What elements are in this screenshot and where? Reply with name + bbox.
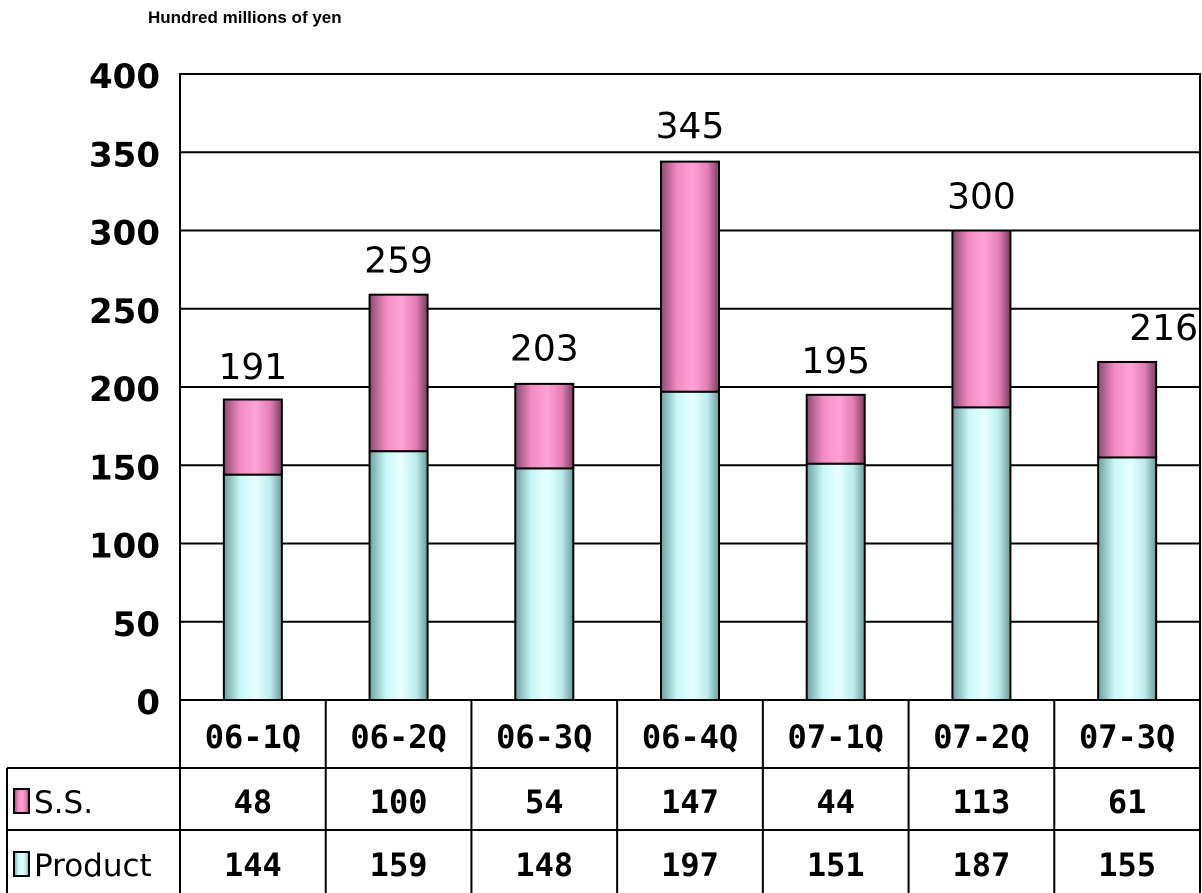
legend-swatch <box>13 851 30 877</box>
table-value: 197 <box>661 846 719 884</box>
total-label: 195 <box>801 341 870 382</box>
table-value: 100 <box>370 783 428 821</box>
bar-product <box>951 406 1012 701</box>
table-value: 148 <box>515 846 573 884</box>
y-tick-label: 350 <box>89 135 160 175</box>
bar-ss <box>951 229 1012 409</box>
legend-series-name: S.S. <box>34 785 93 821</box>
total-label: 216 <box>1129 308 1198 349</box>
table-value: 44 <box>816 783 855 821</box>
total-label: 345 <box>656 106 725 147</box>
bar-ss <box>514 382 575 470</box>
table-value: 61 <box>1108 783 1147 821</box>
bar-product <box>368 450 429 702</box>
category-label: 06-3Q <box>496 718 592 756</box>
category-label: 06-2Q <box>350 718 446 756</box>
category-label: 07-1Q <box>788 718 884 756</box>
bar-ss <box>368 293 429 453</box>
total-label: 259 <box>364 241 433 282</box>
table-value: 159 <box>370 846 428 884</box>
bar-product <box>1097 456 1158 701</box>
y-tick-label: 150 <box>89 448 160 488</box>
bar-product <box>514 467 575 701</box>
category-label: 07-2Q <box>933 718 1029 756</box>
bar-product <box>222 473 283 702</box>
category-label: 07-3Q <box>1079 718 1175 756</box>
table-value: 54 <box>525 783 564 821</box>
y-tick-label: 200 <box>89 370 160 410</box>
unit-label: Hundred millions of yen <box>148 8 342 27</box>
bar-product <box>660 390 720 701</box>
bar-ss <box>660 160 720 393</box>
table-value: 147 <box>661 783 719 821</box>
y-tick-label: 100 <box>89 527 160 567</box>
table-value: 113 <box>953 783 1011 821</box>
table-value: 144 <box>224 846 282 884</box>
category-label: 06-4Q <box>642 718 738 756</box>
table-value: 155 <box>1098 846 1156 884</box>
table-value: 48 <box>234 783 273 821</box>
category-label: 06-1Q <box>205 718 301 756</box>
bar-product <box>805 462 866 701</box>
table-value: 187 <box>953 846 1011 884</box>
legend-swatch <box>13 788 30 814</box>
bar-ss <box>222 398 283 476</box>
legend-series-name: Product <box>34 848 152 884</box>
bar-ss <box>805 393 866 465</box>
y-tick-label: 250 <box>89 292 160 332</box>
y-tick-label: 50 <box>113 605 160 645</box>
bar-ss <box>1097 360 1158 459</box>
table-value: 151 <box>807 846 865 884</box>
y-tick-label: 0 <box>136 683 160 723</box>
y-tick-label: 400 <box>89 57 160 97</box>
total-label: 191 <box>218 347 287 388</box>
total-label: 203 <box>510 328 579 369</box>
total-label: 300 <box>947 177 1016 218</box>
y-tick-label: 300 <box>89 214 160 254</box>
